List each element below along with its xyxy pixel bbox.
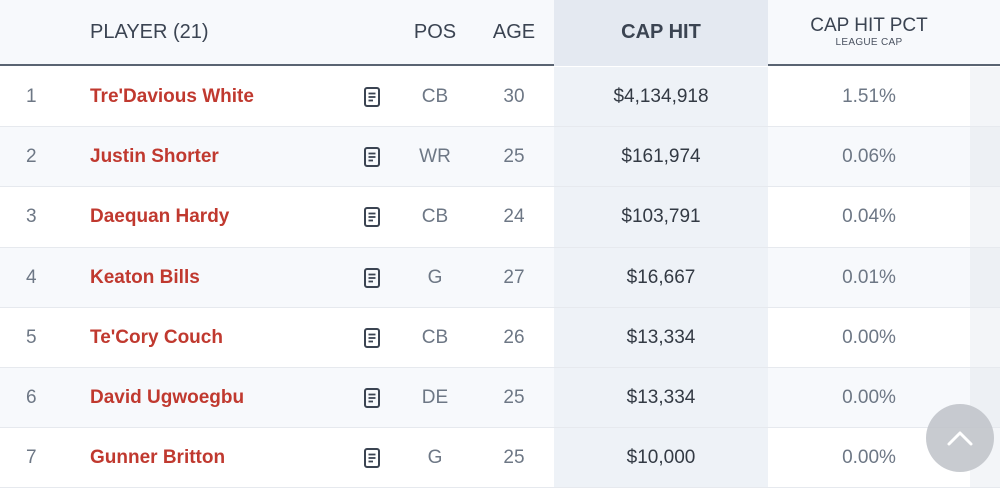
row-edge-strip [970,67,1000,127]
cap-hit-cell-bg [554,428,768,488]
player-name-link[interactable]: Justin Shorter [90,146,219,168]
cap-hit-cell-bg [554,307,768,367]
player-name-link[interactable]: Te'Cory Couch [90,326,223,348]
table-row: 3 Daequan Hardy CB 24 $103,791 0.04% [0,187,1000,248]
table-row: 5 Te'Cory Couch CB 26 $13,334 0.00% [0,307,1000,368]
table-row: 1 Tre'Davious White CB 30 $4,134,918 1.5… [0,67,1000,128]
cap-hit-cell-bg [554,187,768,247]
position-cell: DE [421,386,449,408]
cap-hit-cell: $13,334 [626,386,696,408]
age-cell: 30 [503,86,525,107]
age-cell: 25 [503,386,525,408]
age-cell: 25 [503,447,525,469]
player-notes-button[interactable] [348,428,396,488]
document-icon [364,387,380,408]
table-row: 2 Justin Shorter WR 25 $161,974 0.06% [0,127,1000,188]
cap-hit-cell-bg [554,247,768,307]
player-name-link[interactable]: Daequan Hardy [90,206,230,228]
position-cell: G [427,447,443,469]
document-icon [364,207,380,228]
row-edge-strip [970,187,1000,247]
position-cell: CB [421,206,449,228]
cap-pct-cell: 0.06% [842,146,896,168]
rank-cell: 5 [26,326,37,348]
row-edge-strip [970,307,1000,367]
position-cell: G [427,266,443,288]
player-notes-button[interactable] [348,308,396,368]
rank-cell: 4 [26,266,37,288]
player-notes-button[interactable] [348,368,396,428]
player-name-link[interactable]: Tre'Davious White [90,86,254,107]
chevron-up-icon [947,431,973,446]
table-row: 7 Gunner Britton G 25 $10,000 0.00% [0,428,1000,489]
player-name-link[interactable]: Gunner Britton [90,447,226,469]
age-cell: 25 [503,146,525,168]
document-icon [364,448,380,469]
rank-cell: 3 [26,206,37,228]
cap-hit-cell-bg [554,67,768,127]
cap-pct-cell: 0.00% [842,326,896,348]
document-icon [364,147,380,168]
player-column-header[interactable]: PLAYER (21) [90,20,209,43]
player-notes-button[interactable] [348,187,396,247]
age-column-header[interactable]: AGE [492,20,536,43]
cap-pct-column-header[interactable]: CAP HIT PCT LEAGUE CAP [768,0,970,64]
cap-hit-cell: $13,334 [626,326,696,348]
cap-hit-cell: $16,667 [626,266,696,288]
age-cell: 26 [503,326,525,348]
cap-hit-header-bg [554,0,768,66]
cap-pct-cell: 0.00% [842,386,896,408]
rank-cell: 6 [26,386,37,408]
position-cell: CB [421,86,449,107]
table-row: 6 David Ugwoegbu DE 25 $13,334 0.00% [0,367,1000,429]
cap-pct-header-sublabel: LEAGUE CAP [835,37,903,48]
player-notes-button[interactable] [348,248,396,308]
cap-hit-cell: $10,000 [626,447,696,469]
table-body: 1 Tre'Davious White CB 30 $4,134,918 1.5… [0,67,1000,489]
document-icon [364,87,380,107]
cap-pct-header-label: CAP HIT PCT [810,15,928,36]
cap-hit-cell-bg [554,127,768,187]
row-edge-strip [970,247,1000,307]
rank-cell: 1 [26,86,37,107]
table-header: PLAYER (21) POS AGE CAP HIT CAP HIT PCT … [0,0,1000,66]
pos-column-header[interactable]: POS [413,20,457,43]
table-row: 4 Keaton Bills G 27 $16,667 0.01% [0,247,1000,308]
position-cell: CB [421,326,449,348]
rank-cell: 7 [26,447,37,469]
player-notes-button[interactable] [348,67,396,127]
cap-hit-cell: $161,974 [621,146,701,168]
rank-cell: 2 [26,146,37,168]
cap-pct-cell: 0.04% [842,206,896,228]
player-name-link[interactable]: Keaton Bills [90,266,200,288]
document-icon [364,327,380,348]
position-cell: WR [419,146,451,168]
cap-hit-cell: $103,791 [621,206,701,228]
row-edge-strip [970,127,1000,187]
cap-hit-cell-bg [554,367,768,428]
cap-pct-cell: 0.00% [842,447,896,469]
player-name-link[interactable]: David Ugwoegbu [90,386,245,408]
age-cell: 24 [503,206,525,228]
cap-pct-cell: 1.51% [842,86,896,107]
cap-pct-cell: 0.01% [842,266,896,288]
scroll-to-top-button[interactable] [926,404,994,472]
player-notes-button[interactable] [348,127,396,187]
document-icon [364,267,380,288]
cap-hit-column-header[interactable]: CAP HIT [621,20,701,43]
cap-hit-cell: $4,134,918 [613,86,709,107]
age-cell: 27 [503,266,525,288]
